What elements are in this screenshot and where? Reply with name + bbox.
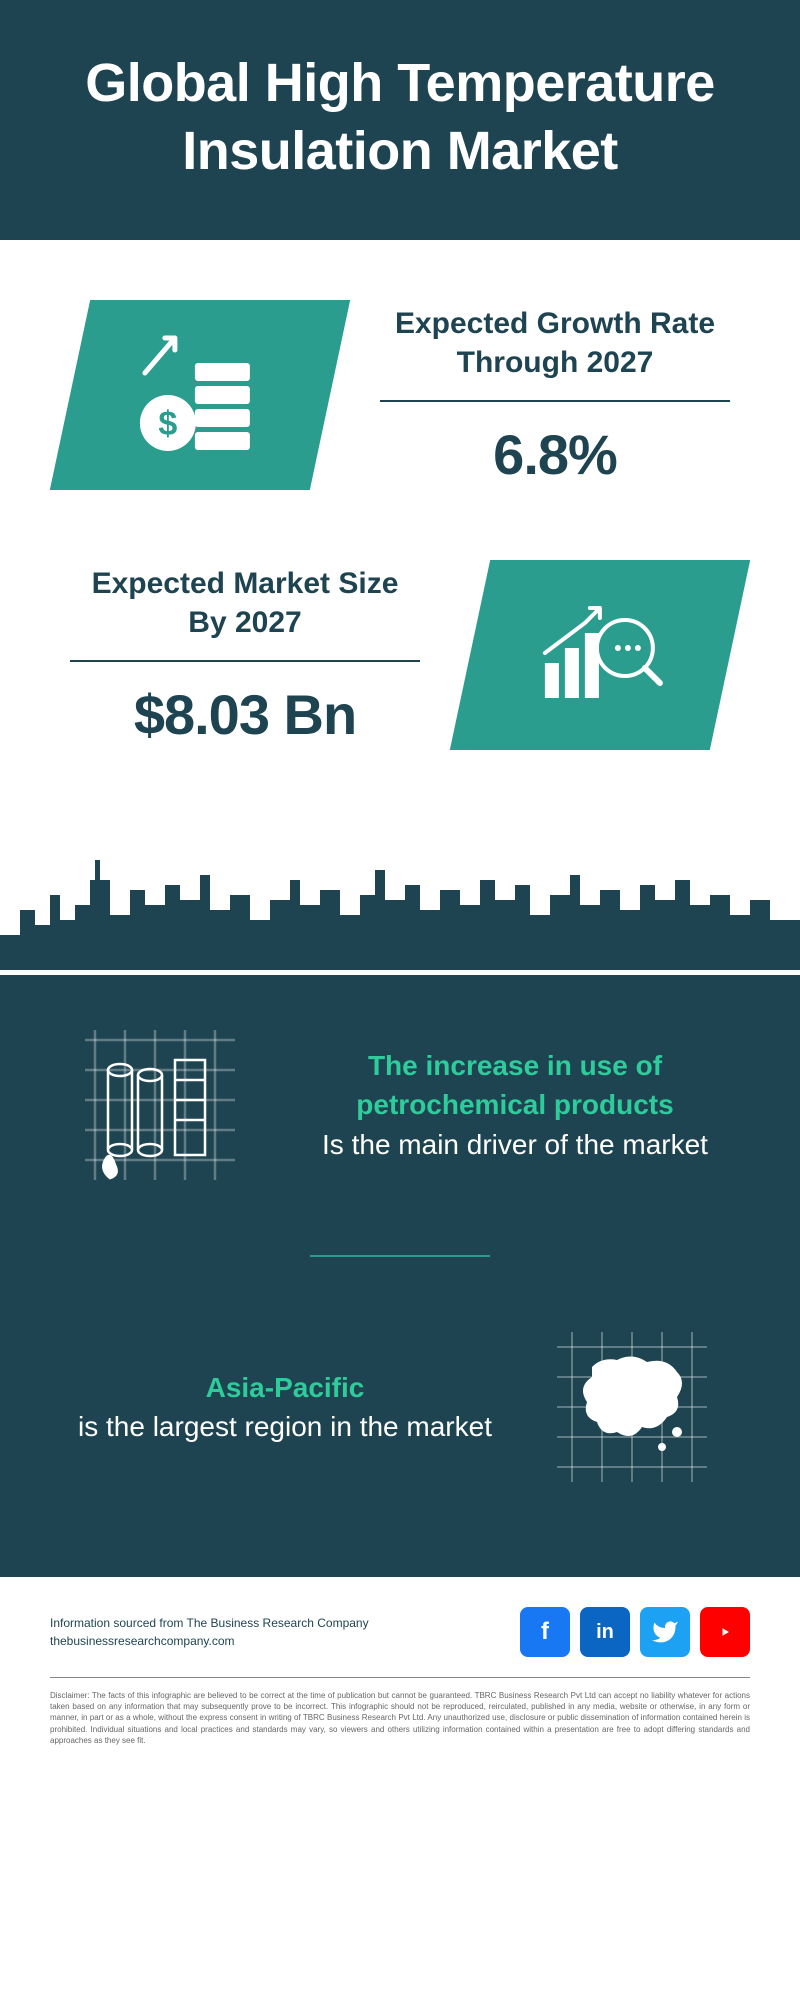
footer-top: Information sourced from The Business Re…: [50, 1607, 750, 1678]
facebook-icon[interactable]: f: [520, 1607, 570, 1657]
stat-label: Expected Market Size By 2027: [70, 564, 420, 642]
divider: [70, 660, 420, 662]
refinery-icon: [70, 1015, 250, 1195]
disclaimer-text: Disclaimer: The facts of this infographi…: [50, 1690, 750, 1746]
growth-icon-box: $: [50, 300, 350, 490]
twitter-icon[interactable]: [640, 1607, 690, 1657]
money-growth-icon: $: [130, 328, 270, 463]
driver-rest: Is the main driver of the market: [322, 1129, 708, 1160]
footer: Information sourced from The Business Re…: [0, 1577, 800, 1776]
social-icons: f in: [520, 1607, 750, 1657]
driver-row: The increase in use of petrochemical pro…: [70, 1015, 730, 1195]
region-highlight: Asia-Pacific: [206, 1372, 365, 1403]
region-text: Asia-Pacific is the largest region in th…: [78, 1368, 492, 1446]
source-line1: Information sourced from The Business Re…: [50, 1614, 369, 1632]
page-title: Global High Temperature Insulation Marke…: [40, 50, 760, 185]
svg-text:$: $: [159, 405, 178, 443]
stat-value: 6.8%: [380, 422, 730, 487]
chart-magnify-icon: [530, 588, 670, 723]
stat-label: Expected Growth Rate Through 2027: [380, 304, 730, 382]
youtube-icon[interactable]: [700, 1607, 750, 1657]
stat-text-block: Expected Market Size By 2027 $8.03 Bn: [70, 564, 420, 747]
market-icon-box: [450, 560, 750, 750]
stat-market-size: Expected Market Size By 2027 $8.03 Bn: [70, 560, 730, 750]
region-rest: is the largest region in the market: [78, 1411, 492, 1442]
divider: [380, 400, 730, 402]
linkedin-icon[interactable]: in: [580, 1607, 630, 1657]
stats-section: $ Expected Growth Rate Through 2027 6.8%: [0, 240, 800, 850]
stat-value: $8.03 Bn: [70, 682, 420, 747]
region-row: Asia-Pacific is the largest region in th…: [70, 1317, 730, 1497]
header: Global High Temperature Insulation Marke…: [0, 0, 800, 240]
stat-text-block: Expected Growth Rate Through 2027 6.8%: [380, 304, 730, 487]
insights-section: The increase in use of petrochemical pro…: [0, 975, 800, 1577]
skyline-divider: [0, 850, 800, 975]
driver-text: The increase in use of petrochemical pro…: [300, 1046, 730, 1164]
center-divider: [310, 1255, 490, 1257]
driver-highlight: The increase in use of petrochemical pro…: [356, 1050, 673, 1120]
source-text: Information sourced from The Business Re…: [50, 1614, 369, 1650]
stat-growth-rate: $ Expected Growth Rate Through 2027 6.8%: [70, 300, 730, 490]
asia-map-icon: [542, 1317, 722, 1497]
source-line2: thebusinessresearchcompany.com: [50, 1632, 369, 1650]
